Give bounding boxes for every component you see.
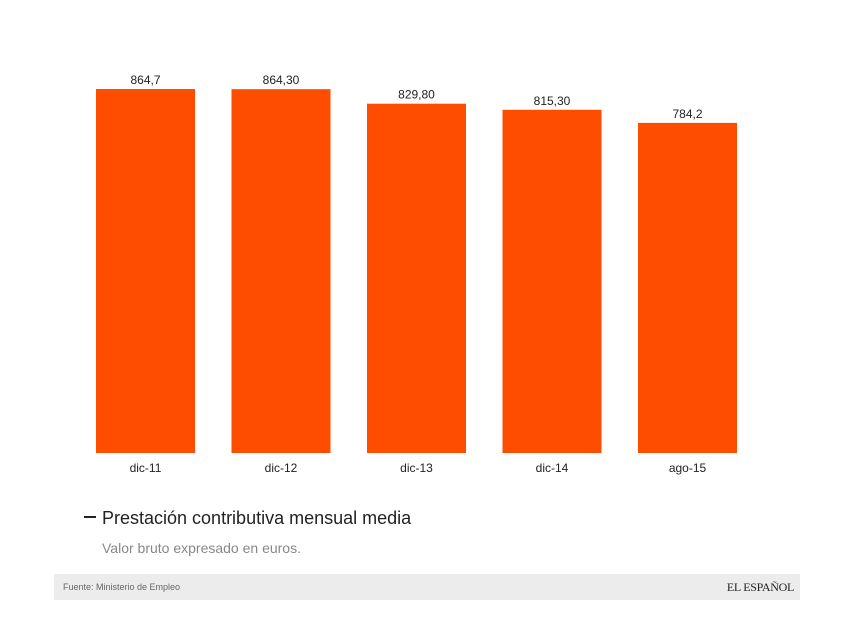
- bar-dic-11: [96, 89, 195, 453]
- chart-title-text: Prestación contributiva mensual media: [102, 508, 412, 528]
- chart-subtitle: Valor bruto expresado en euros.: [102, 540, 301, 556]
- data-label-dic-13: 829,80: [398, 88, 435, 102]
- data-label-ago-15: 784,2: [672, 107, 702, 121]
- title-dash-icon: [84, 516, 96, 519]
- x-tick-label-dic-13: dic-13: [400, 461, 433, 475]
- x-tick-label-dic-14: dic-14: [536, 461, 569, 475]
- x-tick-label-dic-11: dic-11: [130, 461, 162, 475]
- bar-dic-14: [502, 109, 602, 453]
- bar-dic-13: [367, 103, 466, 453]
- x-tick-label-dic-12: dic-12: [265, 461, 298, 475]
- bar-chart: 864,7 dic-11 864,30 dic-12 829,80 dic-13 815,3…: [96, 73, 737, 475]
- source-note: Fuente: Ministerio de Empleo: [63, 582, 181, 592]
- bar-dic-12: [231, 89, 331, 453]
- bar-ago-15: [638, 122, 737, 453]
- footer-bar: Fuente: Ministerio de Empleo EL ESPAÑOL: [54, 574, 800, 600]
- chart-title: Prestación contributiva mensual media: [84, 508, 411, 529]
- data-label-dic-14: 815,30: [534, 94, 571, 108]
- publisher-logo: EL ESPAÑOL: [726, 580, 794, 594]
- data-label-dic-12: 864,30: [263, 73, 300, 87]
- data-label-dic-11: 864,7: [130, 73, 160, 87]
- x-tick-label-ago-15: ago-15: [669, 461, 707, 475]
